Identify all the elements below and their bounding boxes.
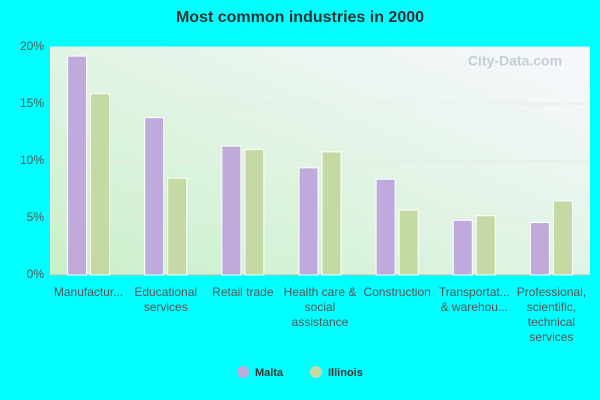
bar xyxy=(298,167,319,276)
x-tick-label: Retail trade xyxy=(212,285,274,299)
bar xyxy=(90,93,111,276)
x-tick-label: Transportat... & warehou... xyxy=(438,285,510,314)
bar xyxy=(452,219,473,276)
bar xyxy=(167,177,188,276)
y-tick-label: 20% xyxy=(20,39,44,53)
legend-marker xyxy=(310,366,322,378)
bar xyxy=(221,145,242,276)
y-tick-label: 0% xyxy=(27,267,45,281)
y-tick-label: 10% xyxy=(20,153,44,167)
bar xyxy=(144,117,165,276)
bar xyxy=(529,222,550,276)
bar xyxy=(475,215,496,276)
legend-marker xyxy=(237,366,249,378)
x-tick-label: Health care & social assistance xyxy=(283,285,357,329)
bar xyxy=(398,209,419,276)
chart-title: Most common industries in 2000 xyxy=(176,9,424,26)
bar xyxy=(67,55,88,276)
x-tick-label: Manufactur... xyxy=(53,285,124,299)
bar xyxy=(375,178,396,276)
watermark: City-Data.com xyxy=(468,53,562,69)
legend-label: Malta xyxy=(255,367,284,379)
x-tick-label: Educational services xyxy=(134,285,198,314)
bar xyxy=(552,200,573,276)
y-tick-label: 5% xyxy=(27,210,45,224)
bar xyxy=(244,149,265,276)
x-tick-label: Professional, scientific, technical serv… xyxy=(516,285,587,344)
x-tick-label: Construction xyxy=(363,285,431,299)
y-tick-label: 15% xyxy=(20,96,44,110)
bar xyxy=(321,151,342,276)
legend-label: Illinois xyxy=(328,367,363,379)
